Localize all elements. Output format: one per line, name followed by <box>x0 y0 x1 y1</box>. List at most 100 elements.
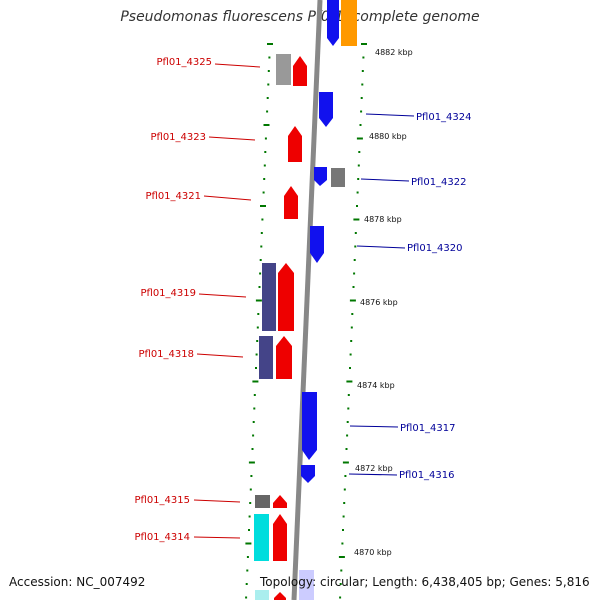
scale-dot <box>266 97 269 99</box>
scale-dot <box>255 367 257 369</box>
scale-dot <box>256 340 259 342</box>
scale-dot <box>256 326 259 329</box>
scale-dot <box>263 164 266 167</box>
genome-backbone <box>291 0 323 600</box>
gene-pfl01-4314[interactable] <box>273 514 287 561</box>
scale-dot <box>251 448 254 450</box>
gene-pfl01-4320[interactable] <box>310 226 324 263</box>
leader-line <box>193 536 241 539</box>
scale-dot <box>361 70 364 72</box>
gene-label-pfl01-4323[interactable]: Pfl01_4323 <box>150 132 206 143</box>
leader-line <box>193 499 241 503</box>
scale-dot <box>350 326 353 329</box>
scale-dot <box>344 475 347 477</box>
scale-dot <box>252 380 259 383</box>
scale-dot <box>342 461 349 464</box>
scale-label: 4880 kbp <box>369 132 407 141</box>
gene-pfl01-4318-operon[interactable] <box>259 336 273 379</box>
gene-label-pfl01-4320[interactable]: Pfl01_4320 <box>407 243 463 254</box>
scale-dot <box>356 191 359 194</box>
scale-dot <box>261 218 264 221</box>
gene-pfl01-4323[interactable] <box>288 126 302 162</box>
gene-pfl01-4322-a[interactable] <box>314 167 327 186</box>
scale-dot <box>354 232 357 234</box>
scale-labels: 4882 kbp 4880 kbp 4878 kbp 4876 kbp 4874… <box>354 48 413 557</box>
scale-dot <box>354 245 357 248</box>
scale-dot <box>255 353 258 356</box>
scale-dot <box>353 218 360 221</box>
scale-dot <box>338 556 345 558</box>
accession-text: Accession: NC_007492 <box>9 575 146 589</box>
scale-dot <box>349 299 356 302</box>
scale-dot <box>356 205 358 207</box>
gene-label-pfl01-4319[interactable]: Pfl01_4319 <box>140 288 196 299</box>
gene-bottom-cyan[interactable] <box>255 590 269 600</box>
gene-pfl01-4315-pseudo[interactable] <box>255 495 270 508</box>
scale-dot <box>349 353 352 356</box>
scale-dot <box>253 407 256 410</box>
gene-top-orange[interactable] <box>341 0 357 46</box>
scale-dot <box>346 434 349 437</box>
gene-label-pfl01-4316[interactable]: Pfl01_4316 <box>399 470 455 481</box>
gene-label-pfl01-4314[interactable]: Pfl01_4314 <box>134 532 190 543</box>
gene-label-pfl01-4321[interactable]: Pfl01_4321 <box>145 191 201 202</box>
gene-pfl01-4319-operon[interactable] <box>262 263 276 331</box>
scale-dot <box>353 272 356 275</box>
gene-pfl01-4321[interactable] <box>284 186 298 219</box>
scale-dot <box>257 313 260 315</box>
gene-label-pfl01-4324[interactable]: Pfl01_4324 <box>416 112 472 123</box>
leader-line <box>349 425 399 428</box>
gene-bottom-red[interactable] <box>274 592 286 600</box>
scale-dot <box>246 556 249 558</box>
scale-dot <box>259 259 262 261</box>
scale-dot <box>264 151 267 153</box>
right-labels: Pfl01_4324 Pfl01_4322 Pfl01_4320 Pfl01_4… <box>348 112 472 481</box>
gene-pfl01-4322-b[interactable] <box>331 168 345 187</box>
gene-pfl01-4324[interactable] <box>319 92 333 127</box>
gene-label-pfl01-4325[interactable]: Pfl01_4325 <box>156 57 212 68</box>
scale-dot <box>260 232 263 234</box>
scale-dot <box>249 488 252 491</box>
gene-pfl01-4325[interactable] <box>293 56 307 86</box>
left-labels: Pfl01_4325 Pfl01_4323 Pfl01_4321 Pfl01_4… <box>134 57 261 543</box>
scale-dot <box>339 596 342 599</box>
scale-dot <box>346 421 349 423</box>
scale-dot <box>248 515 251 518</box>
scale-dot <box>359 124 362 126</box>
scale-dot <box>345 448 348 450</box>
scale-dot <box>246 569 249 572</box>
leader-line <box>360 178 410 182</box>
gene-pfl01-4317[interactable] <box>302 392 317 460</box>
scale-label: 4872 kbp <box>355 464 393 473</box>
scale-dots <box>245 43 367 599</box>
scale-dot <box>349 367 351 369</box>
scale-dot <box>253 394 256 396</box>
scale-dot <box>362 56 365 59</box>
scale-dot <box>347 407 350 410</box>
gene-pfl01-4314-rna[interactable] <box>254 514 269 561</box>
scale-label: 4870 kbp <box>354 548 392 557</box>
gene-pfl01-4325-pseudo[interactable] <box>276 54 291 85</box>
scale-dot <box>343 488 346 491</box>
gene-label-pfl01-4315[interactable]: Pfl01_4315 <box>134 495 190 506</box>
scale-dot <box>361 83 364 86</box>
gene-label-pfl01-4318[interactable]: Pfl01_4318 <box>138 349 194 360</box>
scale-dot <box>341 542 344 545</box>
gene-pfl01-4319[interactable] <box>278 263 294 331</box>
scale-dot <box>342 515 345 518</box>
gene-top-blue[interactable] <box>327 0 339 46</box>
gene-bottom-lilac[interactable] <box>299 570 314 600</box>
gene-pfl01-4318[interactable] <box>276 336 292 379</box>
gene-label-pfl01-4322[interactable]: Pfl01_4322 <box>411 177 467 188</box>
scale-dot <box>248 529 250 531</box>
leader-line <box>348 473 398 476</box>
scale-dot <box>249 502 252 504</box>
gene-label-pfl01-4317[interactable]: Pfl01_4317 <box>400 423 456 434</box>
leader-line <box>356 245 406 249</box>
scale-dot <box>351 313 354 315</box>
scale-dot <box>260 245 263 248</box>
scale-dot <box>360 110 363 113</box>
gene-features <box>254 0 357 600</box>
gene-pfl01-4315[interactable] <box>273 495 287 508</box>
gene-pfl01-4316[interactable] <box>301 465 315 483</box>
